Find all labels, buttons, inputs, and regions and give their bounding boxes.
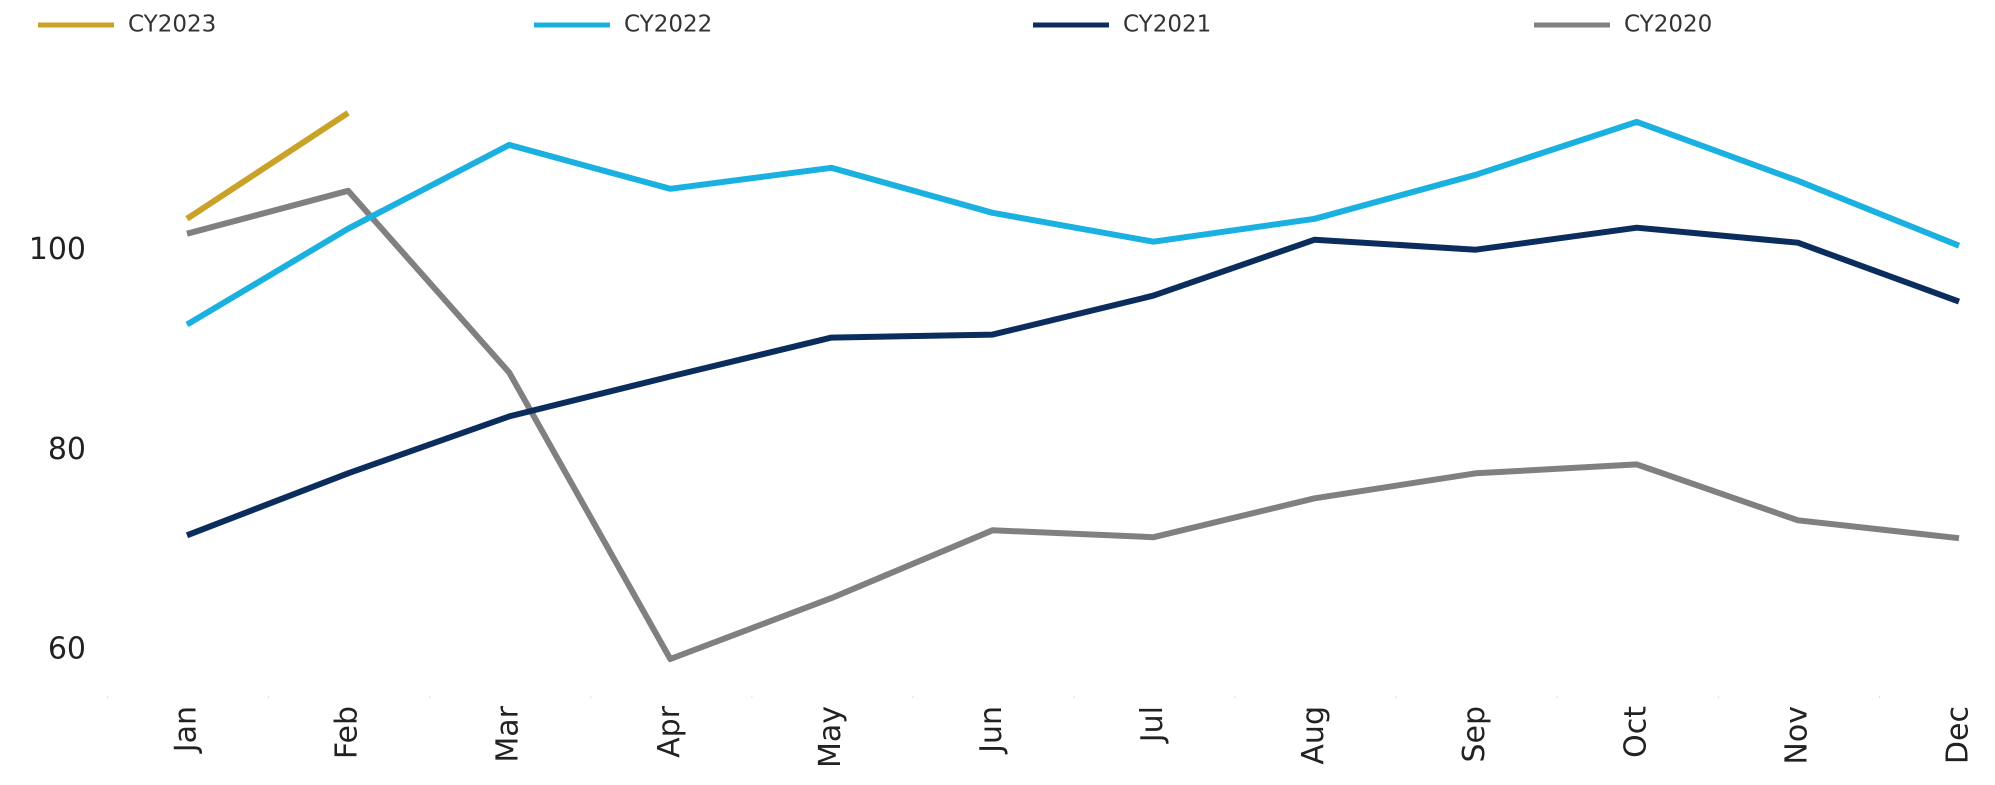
- legend-label: CY2020: [1624, 12, 1712, 38]
- x-tick-label: Mar: [491, 705, 526, 762]
- x-tick-label: Jun: [974, 706, 1009, 755]
- x-tick-label: Sep: [1457, 706, 1492, 763]
- series-line: [185, 224, 1961, 539]
- x-tick-label: May: [813, 706, 848, 768]
- x-tick-label: Apr: [652, 705, 687, 758]
- x-tick-label: Dec: [1941, 706, 1976, 764]
- series-line: [185, 118, 1961, 328]
- legend-label: CY2022: [624, 12, 712, 38]
- legend-label: CY2023: [128, 12, 216, 38]
- x-tick-label: Aug: [1296, 706, 1331, 765]
- x-tick-label: Jan: [169, 706, 204, 754]
- legend-label: CY2021: [1123, 12, 1211, 38]
- y-tick-label: 100: [29, 232, 86, 267]
- series-line: [185, 110, 350, 222]
- y-tick-label: 80: [48, 432, 86, 467]
- y-tick-label: 60: [48, 632, 86, 667]
- x-tick-label: Nov: [1779, 706, 1814, 765]
- series-line: [186, 187, 1960, 662]
- x-tick-label: Oct: [1618, 706, 1653, 758]
- x-tick-label: Feb: [330, 706, 365, 759]
- x-tick-label: Jul: [1135, 706, 1170, 744]
